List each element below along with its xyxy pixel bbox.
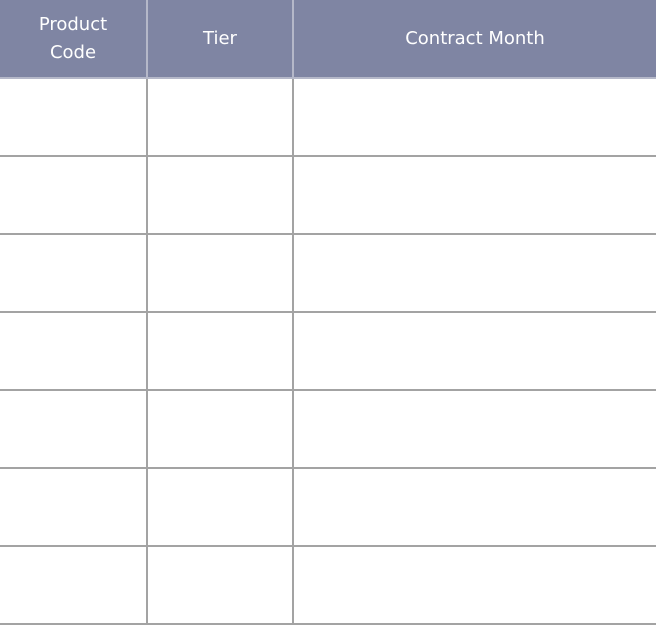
table-row [0, 467, 656, 547]
column-header-tier: Tier [146, 0, 294, 79]
cell-tier[interactable] [146, 389, 294, 469]
cell-contract-month[interactable] [292, 77, 656, 157]
column-header-label: Contract Month [405, 27, 545, 49]
table-row [0, 233, 656, 313]
header-row: Product Code Tier Contract Month [0, 0, 656, 79]
column-header-product-code: Product Code [0, 0, 148, 79]
table-row [0, 77, 656, 157]
cell-product-code[interactable] [0, 545, 148, 625]
cell-product-code[interactable] [0, 467, 148, 547]
cell-product-code[interactable] [0, 77, 148, 157]
cell-contract-month[interactable] [292, 311, 656, 391]
cell-contract-month[interactable] [292, 545, 656, 625]
column-header-label: Product Code [38, 13, 108, 63]
cell-contract-month[interactable] [292, 389, 656, 469]
cell-tier[interactable] [146, 77, 294, 157]
cell-product-code[interactable] [0, 233, 148, 313]
cell-tier[interactable] [146, 545, 294, 625]
table-body [0, 77, 656, 625]
cell-product-code[interactable] [0, 311, 148, 391]
cell-tier[interactable] [146, 467, 294, 547]
table-header: Product Code Tier Contract Month [0, 0, 656, 79]
cell-contract-month[interactable] [292, 467, 656, 547]
table-row [0, 389, 656, 469]
table-row [0, 311, 656, 391]
cell-contract-month[interactable] [292, 155, 656, 235]
cell-product-code[interactable] [0, 389, 148, 469]
cell-tier[interactable] [146, 233, 294, 313]
table-row [0, 545, 656, 625]
column-header-label: Tier [203, 27, 237, 49]
cell-contract-month[interactable] [292, 233, 656, 313]
column-header-contract-month: Contract Month [292, 0, 656, 79]
cell-product-code[interactable] [0, 155, 148, 235]
table-row [0, 155, 656, 235]
cell-tier[interactable] [146, 311, 294, 391]
cell-tier[interactable] [146, 155, 294, 235]
